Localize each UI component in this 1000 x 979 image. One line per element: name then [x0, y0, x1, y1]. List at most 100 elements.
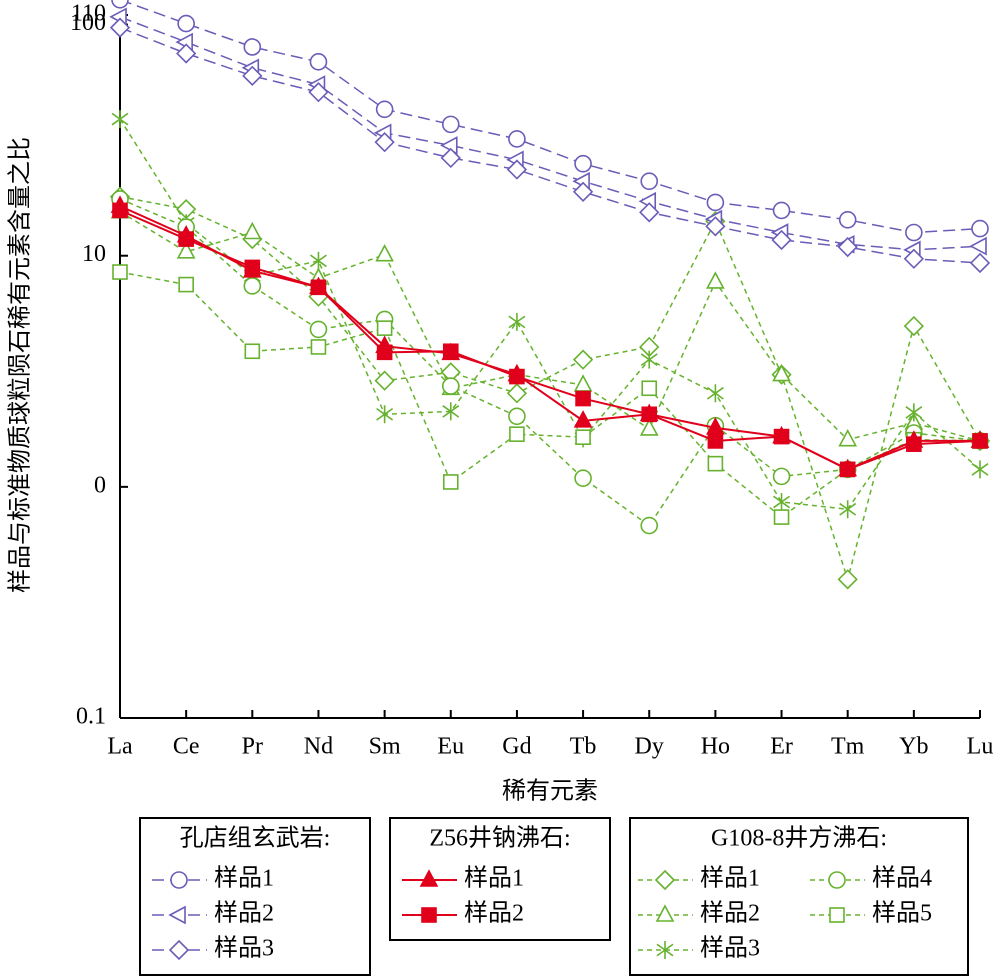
marker: [573, 374, 593, 392]
legend-label: 样品2: [464, 900, 524, 927]
legend-label: 样品3: [214, 935, 274, 962]
marker: [772, 363, 791, 382]
marker: [309, 53, 328, 71]
series-line: [119, 209, 981, 471]
marker: [574, 154, 592, 173]
marker: [374, 132, 395, 153]
marker: [242, 65, 263, 86]
marker: [640, 516, 659, 535]
legend-label: 样品1: [464, 865, 524, 892]
x-tick-label: Tb: [570, 734, 597, 760]
marker: [772, 467, 791, 486]
y-tick-label: 110: [71, 1, 106, 27]
marker: [969, 252, 991, 274]
marker: [442, 402, 460, 421]
x-tick-label: Er: [770, 734, 793, 760]
marker: [374, 370, 395, 391]
legend-marker: [421, 907, 437, 923]
x-tick-label: Eu: [437, 734, 464, 760]
marker: [839, 500, 857, 519]
series-line: [119, 16, 981, 251]
marker: [575, 390, 591, 407]
x-tick-label: Lu: [967, 734, 994, 760]
marker: [575, 429, 591, 445]
marker: [706, 193, 725, 212]
series-line: [119, 118, 981, 511]
marker: [903, 315, 924, 337]
marker: [310, 279, 327, 296]
x-tick-label: Ho: [701, 734, 730, 760]
marker: [706, 384, 724, 403]
legend-title: 孔店组玄武岩:: [180, 825, 331, 852]
marker: [442, 343, 459, 360]
legend-marker: [419, 869, 439, 887]
marker: [640, 172, 659, 191]
marker: [376, 344, 393, 361]
y-tick-label: 10: [82, 241, 106, 267]
legend-title: G108-8井方沸石:: [711, 825, 887, 852]
series-line: [119, 271, 981, 519]
marker: [903, 248, 924, 269]
marker: [109, 17, 131, 38]
marker: [178, 231, 194, 247]
legend-marker: [828, 871, 846, 889]
marker: [176, 43, 197, 64]
marker: [906, 436, 922, 452]
marker: [376, 405, 394, 424]
x-tick-label: Sm: [369, 734, 401, 760]
marker: [838, 428, 858, 447]
marker: [309, 320, 328, 339]
marker: [641, 406, 658, 423]
marker: [574, 469, 592, 488]
marker: [442, 474, 459, 490]
y-tick-label: 100: [70, 10, 106, 36]
marker: [707, 433, 724, 449]
x-tick-label: La: [107, 734, 133, 760]
x-axis-label: 稀有元素: [502, 778, 598, 805]
marker: [508, 312, 526, 331]
marker: [639, 418, 659, 436]
marker: [969, 236, 987, 256]
marker: [640, 350, 658, 369]
marker: [440, 147, 461, 169]
marker: [707, 455, 724, 472]
legend-label: 样品1: [214, 865, 274, 892]
marker: [837, 569, 858, 590]
marker: [639, 202, 660, 223]
marker: [839, 461, 856, 478]
marker: [112, 202, 128, 219]
marker: [572, 349, 594, 370]
marker: [508, 130, 526, 148]
series-line: [119, 198, 981, 527]
x-tick-label: Tm: [831, 734, 865, 760]
marker: [971, 460, 989, 479]
marker: [837, 236, 858, 258]
legend-marker: [656, 941, 674, 959]
marker: [177, 14, 195, 33]
marker: [111, 0, 129, 9]
marker: [309, 251, 327, 270]
legend-label: 样品2: [700, 900, 760, 927]
legend-label: 样品5: [872, 900, 932, 927]
marker: [772, 201, 791, 220]
x-tick-label: Gd: [502, 734, 531, 760]
series-line: [119, 195, 981, 583]
marker: [244, 259, 261, 276]
x-tick-label: Ce: [173, 734, 200, 760]
marker: [573, 410, 593, 428]
marker: [905, 223, 923, 242]
marker: [375, 100, 394, 119]
marker: [972, 433, 988, 449]
legend-marker: [170, 871, 188, 889]
marker: [508, 407, 526, 426]
marker: [773, 509, 790, 525]
marker: [243, 277, 262, 295]
x-tick-label: Nd: [304, 734, 333, 760]
marker: [771, 229, 792, 251]
marker: [242, 221, 262, 240]
legend-marker: [168, 905, 186, 925]
marker: [773, 428, 790, 445]
marker: [310, 339, 327, 355]
y-axis-label: 样品与标准物质球粒陨石稀有元素含量之比: [7, 137, 34, 593]
marker: [509, 426, 525, 442]
